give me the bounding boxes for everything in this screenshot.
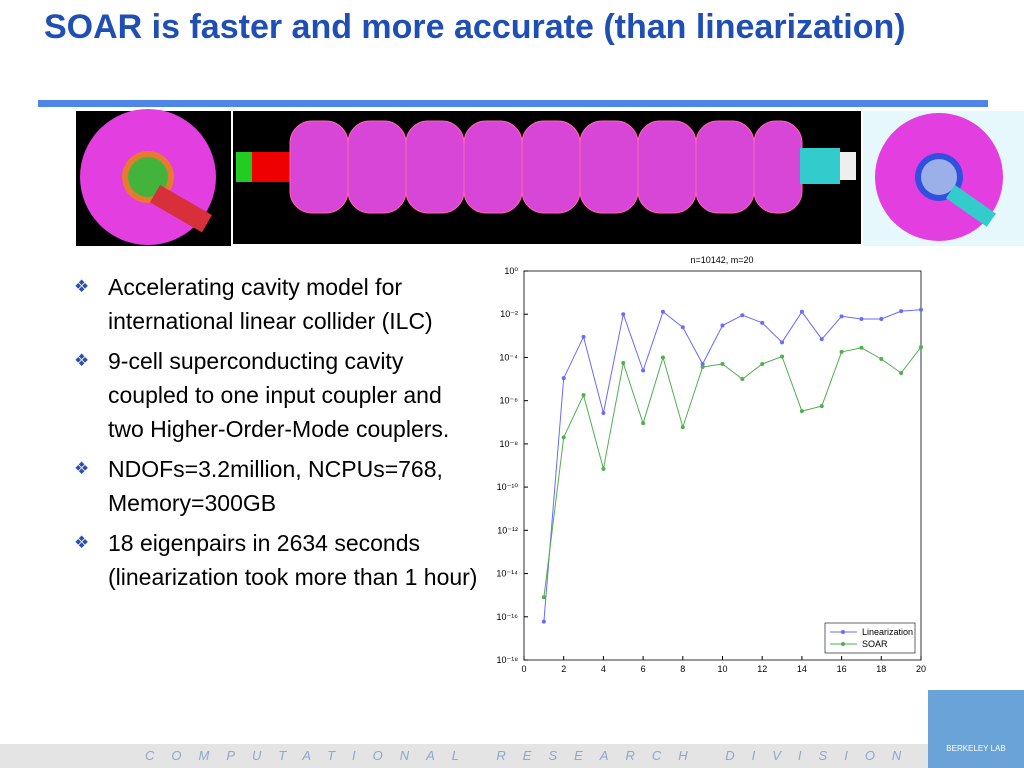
marker [660,355,665,360]
y-tick-label: 10⁰ [504,266,518,276]
marker [561,435,566,440]
x-tick-label: 4 [601,664,606,674]
marker [621,312,626,317]
legend-label: Linearization [862,627,913,637]
y-tick-label: 10⁻¹⁰ [497,482,519,492]
legend-label: SOAR [862,639,888,649]
footer: COMPUTATIONAL RESEARCH DIVISION [0,744,1024,768]
marker [859,345,864,350]
series-line [543,309,922,622]
marker [641,368,646,373]
marker [720,323,725,328]
legend-marker [841,642,845,646]
x-tick-label: 8 [680,664,685,674]
legend-box [824,622,916,654]
y-tick-label: 10⁻¹⁸ [496,655,518,665]
x-tick-label: 2 [561,664,566,674]
x-tick-label: 0 [521,664,526,674]
marker [839,314,844,319]
marker [819,337,824,342]
marker [601,466,606,471]
logo: BERKELEY LAB [928,690,1024,768]
marker [641,421,646,426]
x-tick-label: 20 [916,664,926,674]
title-rule [38,100,988,107]
chart-title: n=10142, m=20 [690,255,753,265]
marker [740,377,745,382]
logo-text: BERKELEY LAB [946,744,1006,753]
marker [780,354,785,359]
marker [660,309,665,314]
marker [799,409,804,414]
y-tick-label: 10⁻² [500,309,518,319]
marker [760,320,765,325]
series-line [543,346,922,598]
marker [561,376,566,381]
legend-marker [841,630,845,634]
y-tick-label: 10⁻¹⁴ [496,569,518,579]
y-tick-label: 10⁻⁴ [499,352,518,362]
marker [720,361,725,366]
marker [601,410,606,415]
footer-text: COMPUTATIONAL RESEARCH DIVISION [145,748,919,763]
marker [879,356,884,361]
marker [859,317,864,322]
bullet-list: Accelerating cavity model for internatio… [72,270,482,600]
x-tick-label: 6 [641,664,646,674]
chart-background [498,262,928,682]
marker [680,425,685,430]
y-tick-label: 10⁻¹² [497,525,518,535]
marker [581,334,586,339]
marker [581,393,586,398]
marker [879,317,884,322]
marker [839,349,844,354]
marker [700,361,705,366]
marker [899,371,904,376]
bullet: Accelerating cavity model for internatio… [72,270,482,338]
x-tick-label: 14 [797,664,807,674]
bullet: 18 eigenpairs in 2634 seconds (lineariza… [72,526,482,594]
y-tick-label: 10⁻¹⁶ [497,612,519,622]
marker [541,619,546,624]
marker [621,361,626,366]
marker [799,309,804,314]
marker [760,361,765,366]
marker [700,365,705,370]
marker [919,307,923,312]
y-tick-label: 10⁻⁸ [499,439,518,449]
marker [740,313,745,318]
x-tick-label: 12 [757,664,767,674]
marker [919,345,923,350]
x-tick-label: 16 [837,664,847,674]
x-tick-label: 18 [876,664,886,674]
y-tick-label: 10⁻⁶ [500,396,519,406]
slide-title: SOAR is faster and more accurate (than l… [44,8,906,46]
x-tick-label: 10 [717,664,727,674]
marker [899,309,904,314]
marker [541,595,546,600]
bullet: NDOFs=3.2million, NCPUs=768, Memory=300G… [72,452,482,520]
marker [780,340,785,345]
bullet: 9-cell superconducting cavity coupled to… [72,344,482,446]
marker [680,325,685,330]
marker [819,404,824,409]
